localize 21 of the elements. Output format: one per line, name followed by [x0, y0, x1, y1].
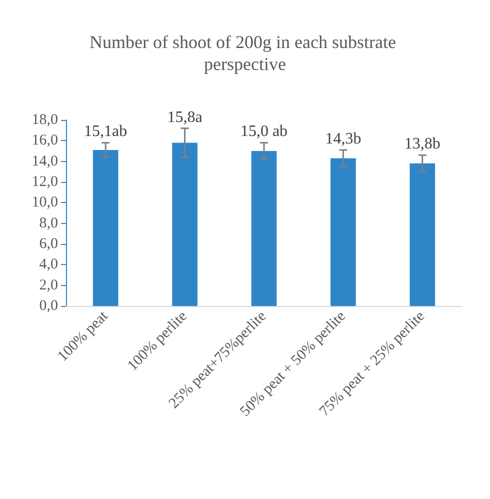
- y-tick-label: 2,0: [39, 277, 58, 294]
- y-tick-label: 4,0: [39, 256, 58, 273]
- bar: [92, 150, 118, 306]
- data-label: 14,3b: [325, 130, 362, 148]
- y-tick-label: 0,0: [39, 298, 58, 314]
- y-tick-label: 8,0: [39, 215, 58, 232]
- chart-title: Number of shoot of 200g in each substrate perspective: [90, 32, 400, 74]
- data-label: 15,0 ab: [240, 123, 288, 140]
- data-label: 15,8a: [167, 108, 202, 126]
- bar: [172, 142, 198, 306]
- y-tick-label: 12,0: [32, 174, 58, 190]
- data-label: 13,8b: [404, 136, 440, 153]
- bar: [330, 158, 356, 306]
- data-label: 15,1ab: [84, 123, 128, 140]
- bar: [251, 151, 277, 306]
- bar: [410, 163, 436, 306]
- y-tick-label: 10,0: [32, 194, 58, 211]
- y-tick-label: 6,0: [39, 236, 58, 252]
- y-tick-label: 16,0: [32, 132, 58, 149]
- y-tick-label: 14,0: [32, 153, 58, 170]
- y-tick-label: 18,0: [32, 112, 58, 128]
